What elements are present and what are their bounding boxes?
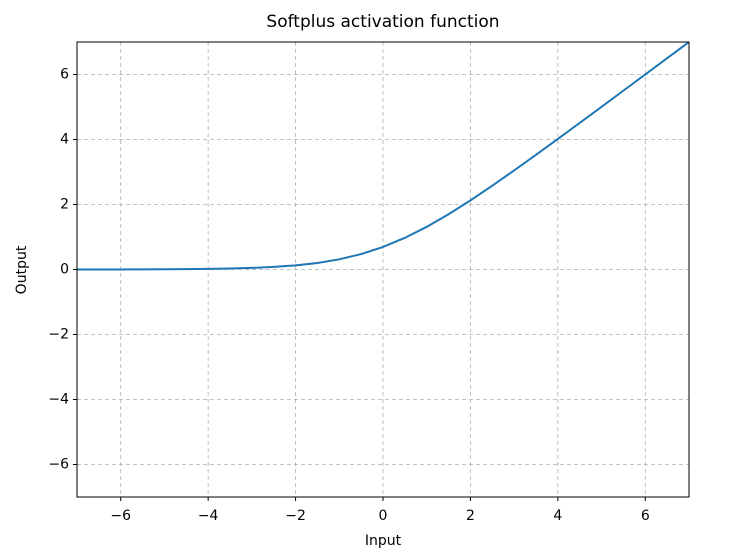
x-tick-label: 4 bbox=[553, 508, 562, 524]
plot-frame bbox=[76, 41, 690, 498]
x-tick-label: 0 bbox=[379, 508, 388, 524]
x-tick-label: 6 bbox=[641, 508, 650, 524]
y-tick-label: 0 bbox=[60, 262, 69, 278]
y-tick-label: 2 bbox=[60, 197, 69, 213]
y-tick-label: −2 bbox=[48, 327, 69, 343]
chart-title: Softplus activation function bbox=[266, 12, 499, 32]
y-tick-label: −4 bbox=[48, 392, 69, 408]
data-line bbox=[77, 42, 689, 271]
x-tick-label: 2 bbox=[466, 508, 475, 524]
x-tick-label: −2 bbox=[285, 508, 306, 524]
y-tick-label: −6 bbox=[48, 457, 69, 473]
y-axis-label: Output bbox=[14, 245, 30, 294]
y-tick-label: 4 bbox=[60, 132, 69, 148]
x-axis-label: Input bbox=[365, 533, 402, 549]
x-tick-label: −6 bbox=[110, 508, 131, 524]
y-tick-label: 6 bbox=[60, 67, 69, 83]
x-tick-label: −4 bbox=[198, 508, 219, 524]
